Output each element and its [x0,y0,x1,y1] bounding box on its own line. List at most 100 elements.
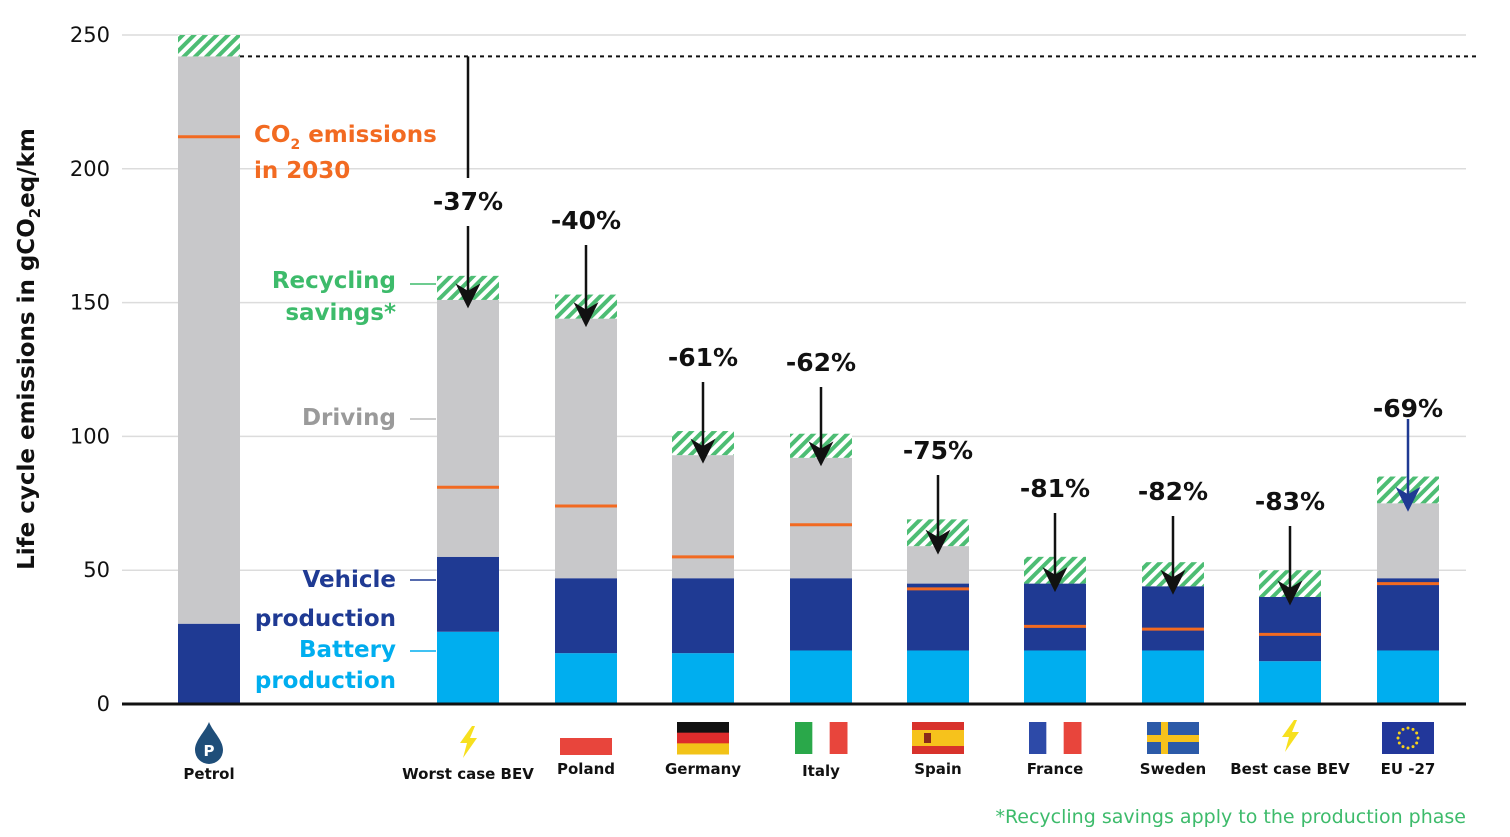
flag-italy-icon [795,722,848,754]
gridlines [122,34,1466,571]
lightning-icon [1282,720,1299,752]
bar-germany-battery-production [672,653,734,704]
percent-labels: -37% -40% -61% -62% -75% -81% -82% -83% -69% [433,187,1443,516]
category-label-spain: Spain [914,760,961,778]
y-axis-label-part1: Life cycle emissions in gCO [14,218,40,570]
recycling-annotation: Recycling savings* [272,268,436,326]
bar-petrol-recycling-savings [178,35,240,57]
category-label-france: France [1027,760,1084,778]
flag-germany-icon-stripe-0 [677,722,729,734]
flag-spain-icon [912,722,964,754]
bar-sweden-vehicle-production [1142,586,1204,651]
flag-france-icon [1029,722,1082,754]
category-label-worst-case-bev: Worst case BEV [402,765,534,783]
bar-best-case-bev-vehicle-production [1259,596,1321,662]
percent-label-sweden: -82% [1138,477,1208,506]
percent-label-worst-case-bev: -37% [433,187,503,216]
bar-worst-case-bev-battery-production [437,631,499,704]
co2-annotation-line1: CO2 emissions [254,122,437,153]
category-label-sweden: Sweden [1140,760,1206,778]
driving-annotation-label: Driving [302,405,396,431]
flag-italy-icon-stripe-0 [795,722,813,754]
flag-sweden-icon-cross-v [1161,722,1168,754]
category-icons: P [195,720,1434,764]
recycling-annotation-line1: Recycling [272,268,396,294]
flag-sweden-icon [1147,722,1199,754]
category-labels: Petrol Worst case BEV Poland Germany Italy Sp… [183,760,1435,783]
flag-italy-icon-stripe-1 [812,722,831,754]
vehicle-annotation-line2: production [255,606,396,632]
eu-star-5 [1397,741,1401,745]
percent-label-best-case-bev: -83% [1255,487,1325,516]
flag-sweden-icon-cross-h [1147,735,1199,742]
bar-italy-driving [790,457,852,579]
category-label-petrol: Petrol [183,765,234,783]
bar-germany-vehicle-production [672,578,734,654]
bar-eu-27-driving [1377,503,1439,579]
eu-star-10 [1411,727,1415,731]
y-axis-ticks: 0 50 100 150 200 250 [70,23,110,716]
bar-italy-battery-production [790,650,852,704]
eu-star-0 [1416,736,1420,740]
bar-petrol-driving [178,56,240,624]
bar-spain-battery-production [907,650,969,704]
battery-annotation: Battery production [255,637,436,694]
y-axis-label-sub: 2 [26,208,44,218]
y-tick-label-50: 50 [83,558,110,582]
y-tick-label-0: 0 [97,692,110,716]
bar-petrol-vehicle-production [178,623,240,704]
category-label-eu-27: EU -27 [1381,760,1436,778]
y-tick-label-150: 150 [70,291,110,315]
category-label-best-case-bev: Best case BEV [1230,760,1350,778]
flag-france-icon-stripe-0 [1029,722,1047,754]
bar-sweden-battery-production [1142,650,1204,704]
bar-worst-case-bev-driving [437,299,499,557]
battery-annotation-line2: production [255,668,396,694]
co2-annotation-line2: in 2030 [254,158,350,184]
y-tick-label-250: 250 [70,23,110,47]
bar-germany-driving [672,455,734,579]
footnote: *Recycling savings apply to the producti… [995,806,1466,828]
petrol-drop-shape [195,722,223,764]
bar-italy-vehicle-production [790,578,852,651]
eu-star-8 [1401,727,1405,731]
percent-label-france: -81% [1020,474,1090,503]
bar-eu-27-battery-production [1377,650,1439,704]
flag-france-icon-stripe-1 [1046,722,1065,754]
eu-star-1 [1415,741,1419,745]
eu-star-4 [1401,745,1405,749]
percent-label-germany: -61% [668,343,738,372]
percent-label-eu-27: -69% [1373,394,1443,423]
bar-spain-driving [907,546,969,584]
recycling-annotation-line2: savings* [285,300,396,326]
flag-eu-icon [1382,722,1434,754]
eu-star-2 [1411,745,1415,749]
bar-france-vehicle-production [1024,583,1086,651]
flag-germany-icon-stripe-2 [677,743,729,755]
percent-label-italy: -62% [786,348,856,377]
bar-spain-vehicle-production [907,583,969,651]
bar-poland-vehicle-production [555,578,617,654]
flag-poland-icon [560,738,612,755]
co2-annotation: CO2 emissions in 2030 [254,122,437,184]
category-label-germany: Germany [665,760,741,778]
driving-annotation: Driving [302,405,436,431]
bar-worst-case-bev-vehicle-production [437,556,499,632]
battery-annotation-line1: Battery [299,637,396,663]
eu-star-3 [1406,746,1410,750]
y-axis-label-part2: eq/km [14,128,40,208]
percent-label-poland: -40% [551,206,621,235]
reduction-arrows [455,56,1421,606]
flag-spain-icon-emblem [924,733,931,743]
vehicle-annotation-line1: Vehicle [302,567,396,593]
percent-label-spain: -75% [903,436,973,465]
category-label-poland: Poland [557,760,615,778]
eu-star-7 [1397,731,1401,735]
flag-spain-icon-yellow [912,730,964,746]
bar-best-case-bev-battery-production [1259,661,1321,704]
y-tick-label-200: 200 [70,157,110,181]
eu-star-9 [1406,726,1410,730]
vehicle-annotation: Vehicle production [255,567,436,632]
petrol-drop-letter: P [204,742,215,760]
